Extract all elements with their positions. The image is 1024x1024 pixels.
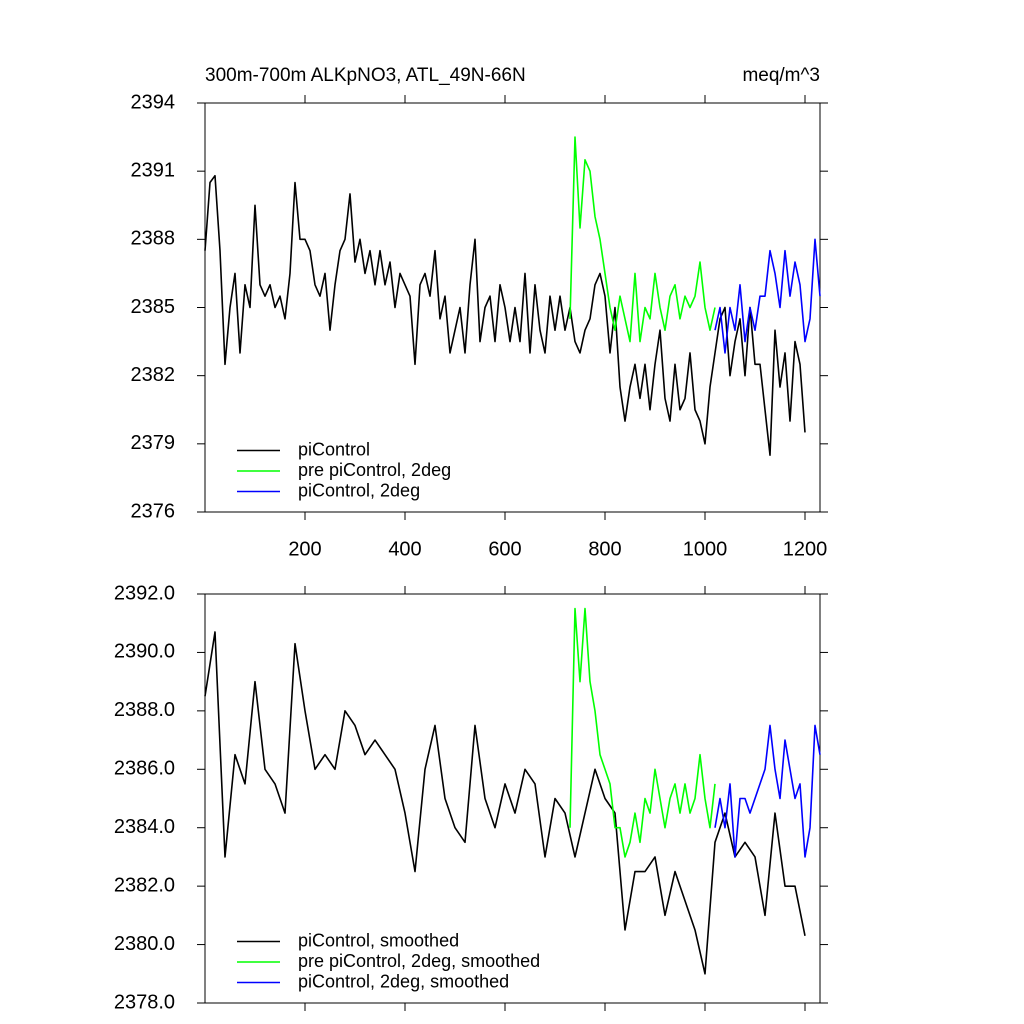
y-tick-label: 2382.0 — [114, 874, 175, 896]
y-tick-label: 2386.0 — [114, 758, 175, 780]
x-tick-label: 1000 — [683, 538, 728, 560]
y-tick-label: 2379 — [131, 432, 176, 454]
data-line — [714, 724, 821, 858]
y-tick-label: 2382 — [131, 364, 176, 386]
y-tick-label: 2380.0 — [114, 933, 175, 955]
y-tick-label: 2391 — [131, 159, 176, 181]
x-tick-label: 800 — [588, 538, 621, 560]
plot-frame — [204, 593, 821, 1004]
data-line — [204, 631, 806, 975]
unit-label: meq/m^3 — [742, 65, 820, 86]
data-line — [714, 238, 821, 354]
chart-title: 300m-700m ALKpNO3, ATL_49N-66N — [205, 65, 526, 86]
legend-label: pre piControl, 2deg — [298, 460, 451, 480]
x-tick-label: 400 — [388, 538, 421, 560]
data-line — [569, 136, 716, 343]
data-line — [204, 174, 806, 456]
legend-label: piControl — [298, 439, 370, 459]
x-tick-label: 200 — [288, 538, 321, 560]
x-tick-label: 1200 — [783, 538, 828, 560]
x-tick-label: 600 — [488, 538, 521, 560]
y-tick-label: 2388.0 — [114, 699, 175, 721]
y-tick-label: 2394 — [131, 91, 176, 113]
y-tick-label: 2385 — [131, 296, 176, 318]
y-tick-label: 2390.0 — [114, 641, 175, 663]
legend-label: piControl, 2deg, smoothed — [298, 971, 509, 991]
y-tick-label: 2384.0 — [114, 816, 175, 838]
y-tick-label: 2376 — [131, 500, 176, 522]
legend-label: piControl, 2deg — [298, 480, 420, 500]
legend-label: pre piControl, 2deg, smoothed — [298, 951, 540, 971]
data-line — [569, 607, 716, 858]
y-tick-label: 2392.0 — [114, 582, 175, 604]
y-tick-label: 2388 — [131, 228, 176, 250]
y-tick-label: 2378.0 — [114, 991, 175, 1013]
legend-label: piControl, smoothed — [298, 930, 459, 950]
